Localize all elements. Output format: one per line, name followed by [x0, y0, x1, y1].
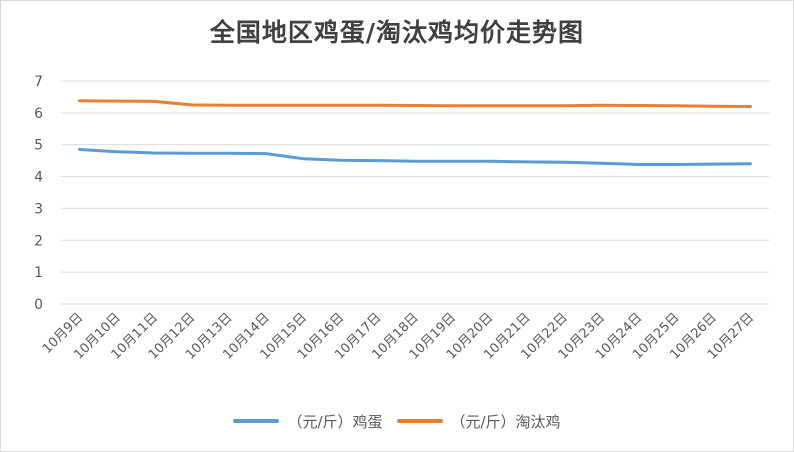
y-tick-label: 0	[34, 297, 43, 313]
legend: （元/斤）鸡蛋 （元/斤）淘汰鸡	[1, 409, 793, 433]
y-tick-label: 3	[34, 201, 43, 217]
legend-swatch-culled-hen	[396, 419, 443, 423]
legend-swatch-egg	[233, 419, 280, 423]
y-tick-label: 7	[34, 74, 43, 90]
legend-label-culled-hen: （元/斤）淘汰鸡	[450, 412, 561, 431]
y-tick-label: 4	[34, 170, 43, 186]
legend-item-egg[interactable]: （元/斤）鸡蛋	[233, 411, 383, 432]
y-tick-label: 2	[34, 233, 43, 249]
y-tick-label: 1	[34, 265, 43, 281]
legend-item-culled-hen[interactable]: （元/斤）淘汰鸡	[396, 411, 561, 432]
y-tick-label: 6	[34, 106, 43, 122]
legend-label-egg: （元/斤）鸡蛋	[287, 412, 383, 431]
y-tick-label: 5	[34, 138, 43, 154]
line-chart: 0123456710月9日10月10日10月11日10月12日10月13日10月…	[34, 74, 769, 363]
series-line-0	[78, 148, 752, 166]
chart-title: 全国地区鸡蛋/淘汰鸡均价走势图	[209, 18, 585, 47]
series-line-1	[78, 99, 752, 108]
